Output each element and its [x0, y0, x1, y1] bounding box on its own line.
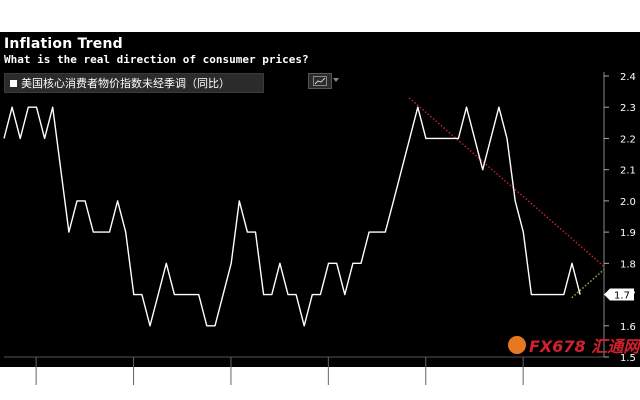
trendline-down: [408, 97, 605, 267]
series-layer: [3, 106, 581, 327]
current-value-badge: [604, 288, 634, 301]
x-axis-boundaries: [4, 356, 604, 385]
series-line: [3, 106, 581, 327]
x-tick-label: 2012: [72, 369, 97, 380]
x-axis: 2012 2013 2014 2015 2016 2017: [72, 369, 584, 380]
x-tick-label: 2017: [559, 369, 584, 380]
x-tick-label: 2015: [364, 369, 389, 380]
y-tick-label: 1.9: [620, 228, 636, 239]
chart-subtitle: What is the real direction of consumer p…: [4, 53, 309, 66]
y-tick-label: 2.1: [620, 166, 636, 177]
y-axis: 1.5 1.6 1.7 1.8 1.9 2.0 2.1 2.2 2.3 2.4: [603, 72, 636, 364]
legend-label: 美国核心消费者物价指数未经季调（同比）: [21, 77, 230, 90]
legend-swatch: [10, 79, 17, 87]
logo-icon: [508, 336, 526, 354]
legend[interactable]: 美国核心消费者物价指数未经季调（同比）: [4, 73, 264, 93]
y-tick-label: 1.6: [620, 322, 636, 333]
chevron-down-icon: [333, 78, 339, 82]
trendline-up: [571, 269, 605, 299]
current-value: 1.7: [604, 288, 634, 302]
chart-type-button[interactable]: [308, 73, 339, 89]
watermark: FX678 汇通网: [508, 333, 639, 357]
y-tick-label: 2.0: [620, 197, 636, 208]
current-value-label: 1.7: [614, 291, 630, 302]
x-tick-label: 2014: [267, 369, 292, 380]
y-tick-label: 2.4: [620, 72, 636, 83]
chart-title: Inflation Trend: [4, 36, 123, 52]
watermark-text: FX678 汇通网: [529, 337, 640, 356]
y-tick-label: 1.8: [620, 259, 636, 270]
y-tick-label: 2.2: [620, 134, 636, 145]
y-tick-label: 2.3: [620, 103, 636, 114]
x-tick-label: 2016: [462, 369, 487, 380]
trendlines: [408, 97, 605, 299]
x-tick-label: 2013: [170, 369, 195, 380]
y-tick-label: 1.5: [620, 353, 636, 364]
line-chart-icon: [313, 76, 327, 86]
